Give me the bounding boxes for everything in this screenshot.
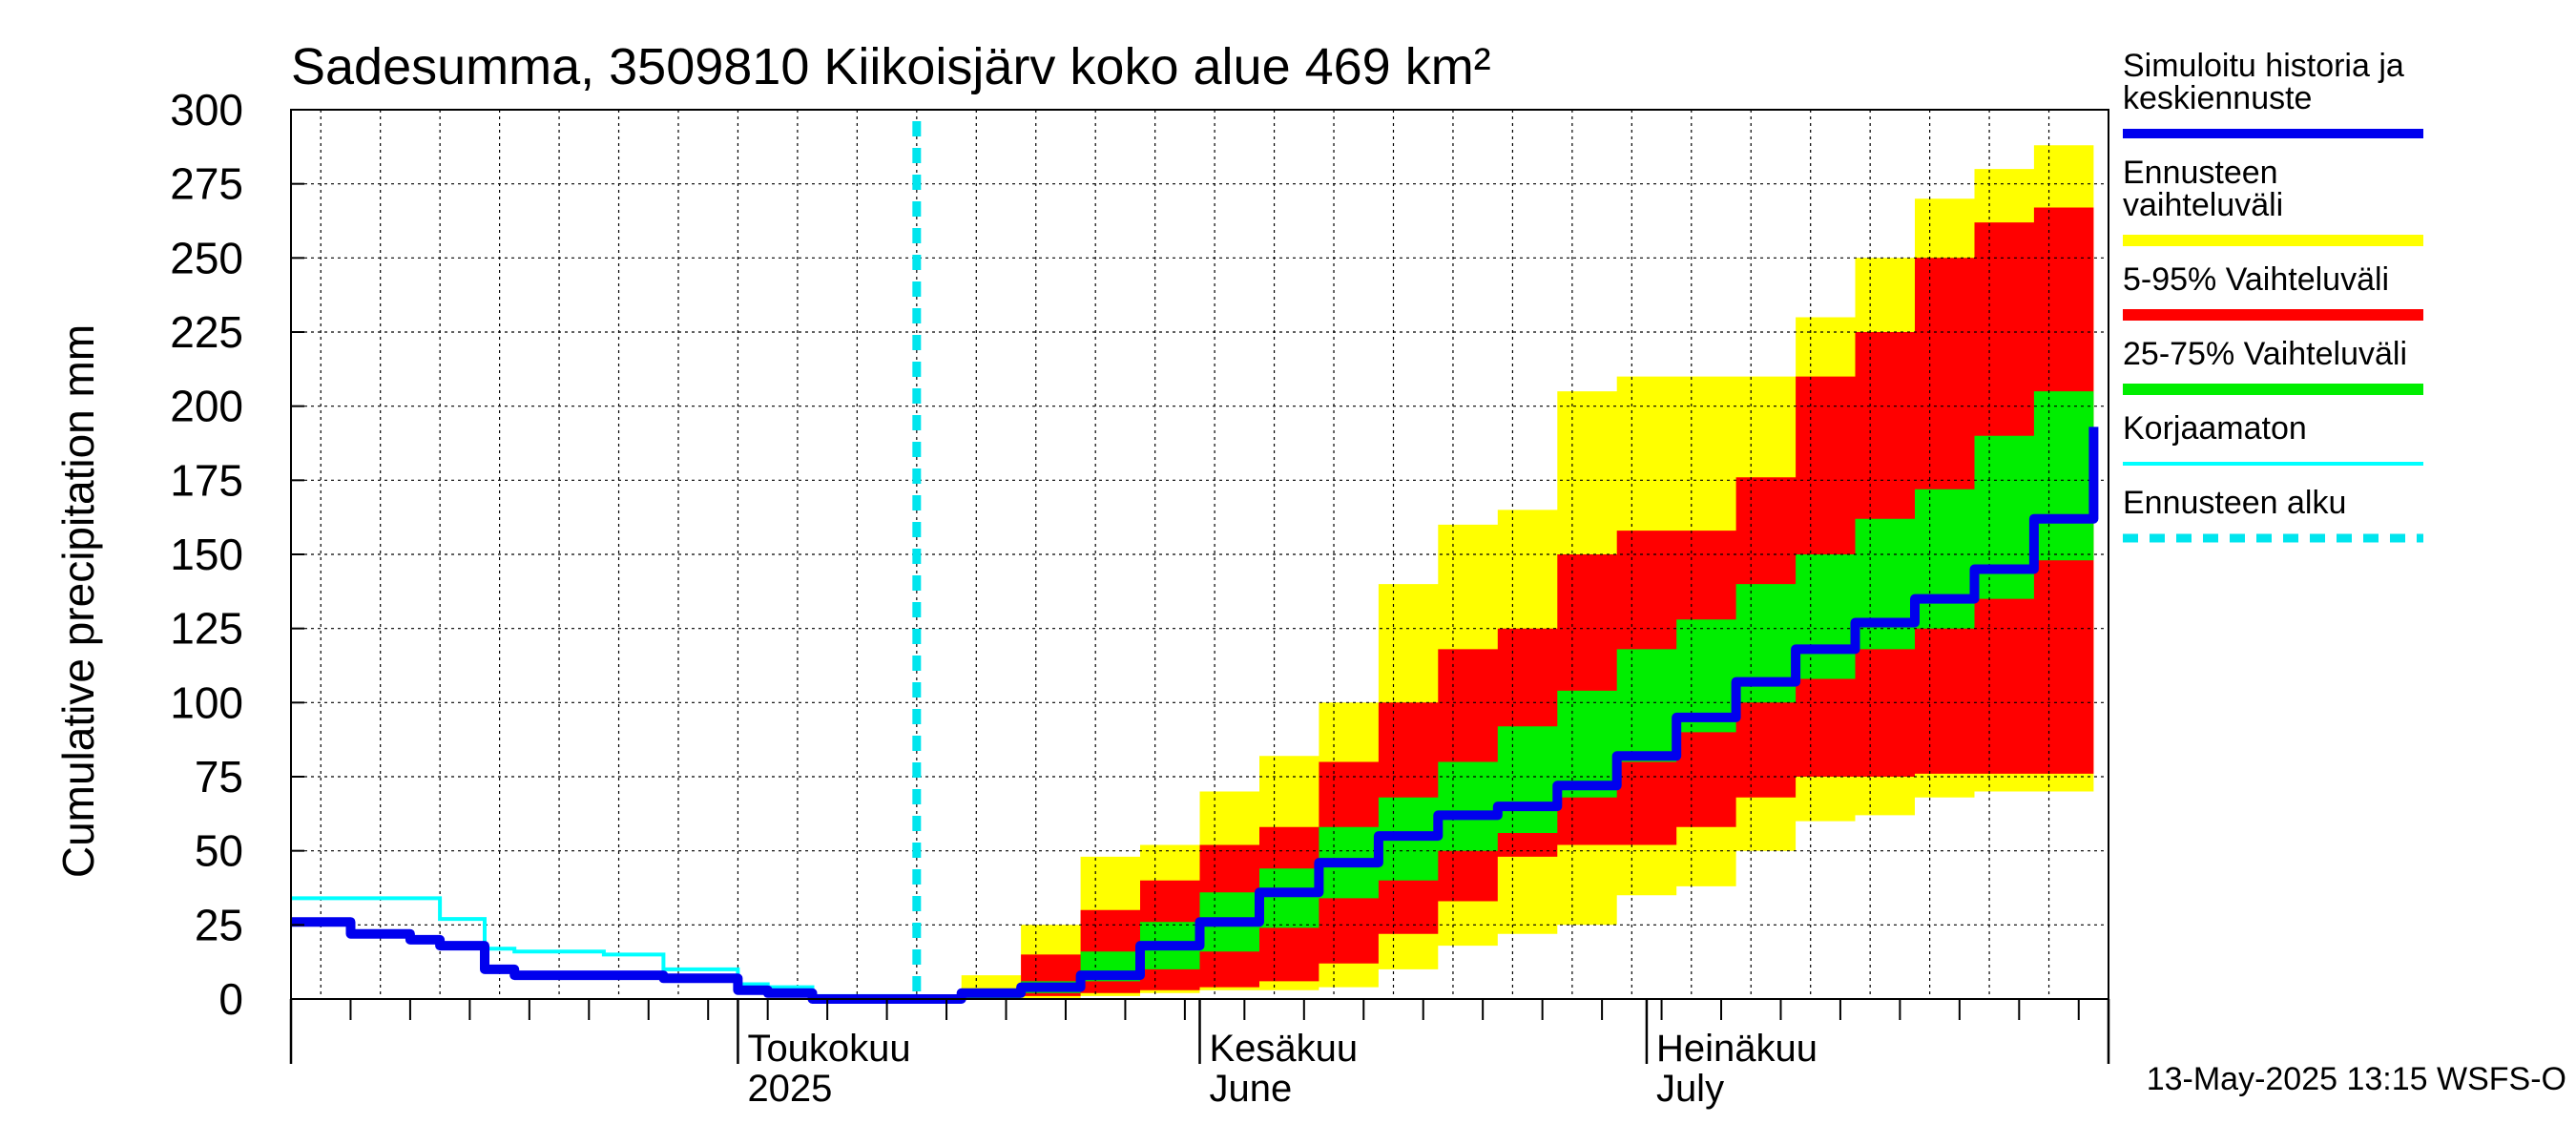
legend-label: 5-95% Vaihteluväli — [2123, 261, 2389, 298]
legend-label: Ennusteen — [2123, 155, 2278, 191]
y-tick-label: 75 — [195, 752, 243, 802]
grid-lines — [291, 110, 2109, 999]
legend-label: Korjaamaton — [2123, 410, 2307, 447]
y-tick-label: 150 — [170, 530, 243, 579]
month-label: Toukokuu — [747, 1028, 910, 1070]
y-tick-label: 250 — [170, 233, 243, 282]
month-label: Kesäkuu — [1210, 1028, 1359, 1070]
band-ennuste — [916, 145, 2094, 1000]
legend-label: vaihteluväli — [2123, 187, 2283, 223]
y-tick-label: 25 — [195, 900, 243, 949]
y-tick-label: 175 — [170, 455, 243, 505]
legend-label: Ennusteen alku — [2123, 485, 2346, 521]
legend-label: keskiennuste — [2123, 80, 2312, 116]
month-sublabel: July — [1656, 1068, 1724, 1110]
legend-label: 25-75% Vaihteluväli — [2123, 336, 2407, 372]
y-axis-ticks: 0 25 50 75 100 125 150 175 200 225 250 275 300 — [170, 85, 304, 1024]
forecast-bands — [916, 145, 2094, 1000]
band-p5-95 — [916, 207, 2094, 999]
y-tick-label: 275 — [170, 159, 243, 209]
y-tick-label: 225 — [170, 307, 243, 357]
month-label: Heinäkuu — [1656, 1028, 1818, 1070]
month-sublabel: June — [1210, 1068, 1293, 1110]
series-lines — [291, 121, 2099, 1004]
y-tick-label: 100 — [170, 677, 243, 727]
y-tick-label: 125 — [170, 604, 243, 654]
timestamp-footer: 13-May-2025 13:15 WSFS-O — [2147, 1061, 2566, 1097]
y-tick-label: 50 — [195, 826, 243, 876]
y-tick-label: 200 — [170, 382, 243, 431]
median-line — [291, 427, 2099, 1004]
chart-title: Sadesumma, 3509810 Kiikoisjärv koko alue… — [291, 38, 1491, 95]
month-sublabel: 2025 — [747, 1068, 832, 1110]
y-tick-label: 300 — [170, 85, 243, 135]
y-axis-label: Cumulative precipitation mm — [53, 324, 103, 878]
y-tick-label: 0 — [218, 974, 243, 1024]
legend-label: Simuloitu historia ja — [2123, 48, 2404, 84]
uncorrected-line — [291, 896, 919, 999]
